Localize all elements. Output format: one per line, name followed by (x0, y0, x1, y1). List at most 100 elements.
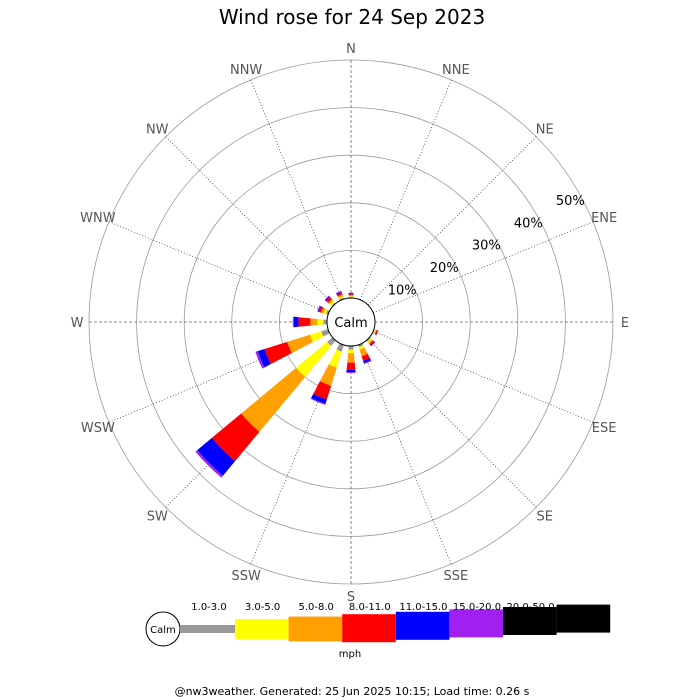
legend-unit: mph (339, 649, 361, 660)
petal-sw-bin-1 (295, 341, 332, 378)
petal-s-bin-1 (348, 349, 354, 354)
petal-wnw-bin-3 (318, 306, 324, 313)
calm-label: Calm (334, 316, 367, 331)
spoke-wnw (108, 221, 329, 314)
legend-calm-label: Calm (150, 625, 176, 636)
petal-sw-bin-4 (197, 437, 236, 476)
footer-text: @nw3weather. Generated: 25 Jun 2025 10:1… (175, 685, 530, 698)
petal-sse-bin-5 (363, 360, 372, 365)
spoke-nw (165, 136, 335, 306)
direction-label-ese: ESE (592, 421, 617, 436)
petal-nnw-bin-5 (335, 290, 342, 295)
petal-n-bin-2 (348, 295, 354, 297)
petal-nnw-bin-4 (336, 291, 342, 295)
ring-label: 20% (430, 261, 459, 276)
chart-title: Wind rose for 24 Sep 2023 (219, 5, 485, 29)
petal-sw-bin-3 (211, 413, 260, 462)
spoke-ene (373, 221, 594, 314)
calm-circle (326, 297, 376, 347)
ring-label: 40% (514, 216, 543, 231)
petal-wnw-bin-0 (325, 309, 330, 315)
petal-sse-bin-2 (359, 347, 368, 357)
petal-sw-bin-0 (327, 337, 336, 346)
petal-s-bin-2 (347, 353, 355, 363)
ring-labels: 10% 20% 30% 40% 50% (388, 194, 585, 298)
petal-sw-bin-5 (195, 450, 223, 478)
petal-se-bin-5 (370, 341, 376, 347)
petal-ese-bin-3 (374, 329, 378, 335)
petal-s-bin-5 (346, 371, 356, 374)
legend-swatch-4 (395, 611, 450, 640)
legend-bin-label: 8.0-11.0 (349, 602, 391, 613)
petal-w-bin-1 (317, 318, 324, 326)
legend-swatch-calm (180, 625, 235, 633)
legend-bin-label: 3.0-5.0 (245, 602, 280, 613)
petal-nnw-bin-3 (336, 292, 343, 297)
petal-sw-bin-2 (241, 367, 306, 432)
petal-ssw-bin-1 (328, 349, 342, 368)
direction-label-se: SE (537, 510, 553, 525)
petal-wsw-bin-1 (309, 331, 324, 343)
petal-nnw-bin-1 (338, 296, 344, 300)
petal-s-bin-0 (348, 345, 354, 350)
petal-n-bin-5 (348, 292, 354, 294)
petal-se-bin-0 (366, 337, 371, 342)
direction-label-w: W (71, 316, 84, 331)
legend-bin-label: 1.0-3.0 (191, 602, 226, 613)
petal-wnw-bin-1 (323, 308, 328, 315)
petal-nnw-bin-2 (337, 294, 344, 299)
direction-label-nw: NW (146, 122, 169, 137)
petal-n-bin-3 (348, 294, 354, 296)
petal-w-bin-5 (292, 316, 294, 328)
petal-wnw-bin-5 (317, 305, 321, 312)
petal-wsw-bin-0 (321, 329, 330, 337)
petal-se-bin-1 (367, 338, 372, 343)
petal-n-bin-4 (348, 293, 354, 295)
direction-label-s: S (347, 590, 355, 605)
petal-wsw-bin-4 (257, 348, 271, 368)
ring-label: 50% (556, 194, 585, 209)
legend: Calm 1.0-3.0 3.0-5.0 5.0-8.0 8.0-11.0 11.0-15… (145, 602, 611, 660)
petal-ese-bin-4 (375, 330, 379, 336)
petal-wsw-bin-3 (264, 341, 292, 365)
direction-label-ne: NE (536, 122, 554, 137)
direction-label-n: N (346, 42, 356, 57)
petal-ssw-bin-4 (311, 393, 327, 404)
petal-sse-bin-1 (358, 345, 365, 350)
petal-wsw-bin-5 (255, 351, 265, 369)
spoke-ese (373, 330, 594, 423)
ring-label: 30% (472, 239, 501, 254)
petal-ssw-bin-0 (336, 343, 344, 352)
petal-nw-bin-4 (325, 296, 331, 302)
spoke-sse (359, 344, 452, 565)
legend-bin-label: 20.0-50.0 (507, 602, 555, 613)
petal-se-bin-4 (370, 341, 375, 346)
petal-ese-bin-5 (376, 330, 379, 336)
direction-label-ssw: SSW (231, 569, 261, 584)
petal-se-bin-2 (368, 339, 374, 345)
petal-s-bin-4 (346, 369, 356, 373)
direction-label-wsw: WSW (81, 421, 115, 436)
petal-nw-bin-3 (325, 296, 332, 303)
petal-s-bin-3 (346, 362, 356, 370)
petal-sse-bin-4 (363, 358, 372, 364)
direction-labels: N NNE NE ENE E ESE SE SSE S SSW SW WSW W WNW NW NNW (71, 42, 630, 605)
petal-ese-bin-1 (373, 329, 376, 335)
spoke-ne (367, 136, 537, 306)
petal-w-bin-4 (293, 316, 299, 328)
legend-swatch-3 (342, 614, 396, 643)
ring-label: 10% (388, 283, 417, 298)
petal-nw-bin-0 (331, 302, 336, 307)
petal-nw-bin-5 (324, 295, 330, 301)
direction-label-nne: NNE (442, 63, 470, 78)
rose-petals (195, 290, 379, 478)
petal-ese-bin-2 (373, 329, 377, 335)
petal-n-bin-1 (348, 296, 354, 298)
legend-bin-label: 15.0-20.0 (453, 602, 501, 613)
spoke-nne (359, 79, 452, 300)
direction-label-nnw: NNW (230, 63, 262, 78)
direction-label-wnw: WNW (80, 211, 116, 226)
petal-ssw-bin-3 (313, 381, 332, 400)
legend-swatch-1 (235, 619, 289, 639)
